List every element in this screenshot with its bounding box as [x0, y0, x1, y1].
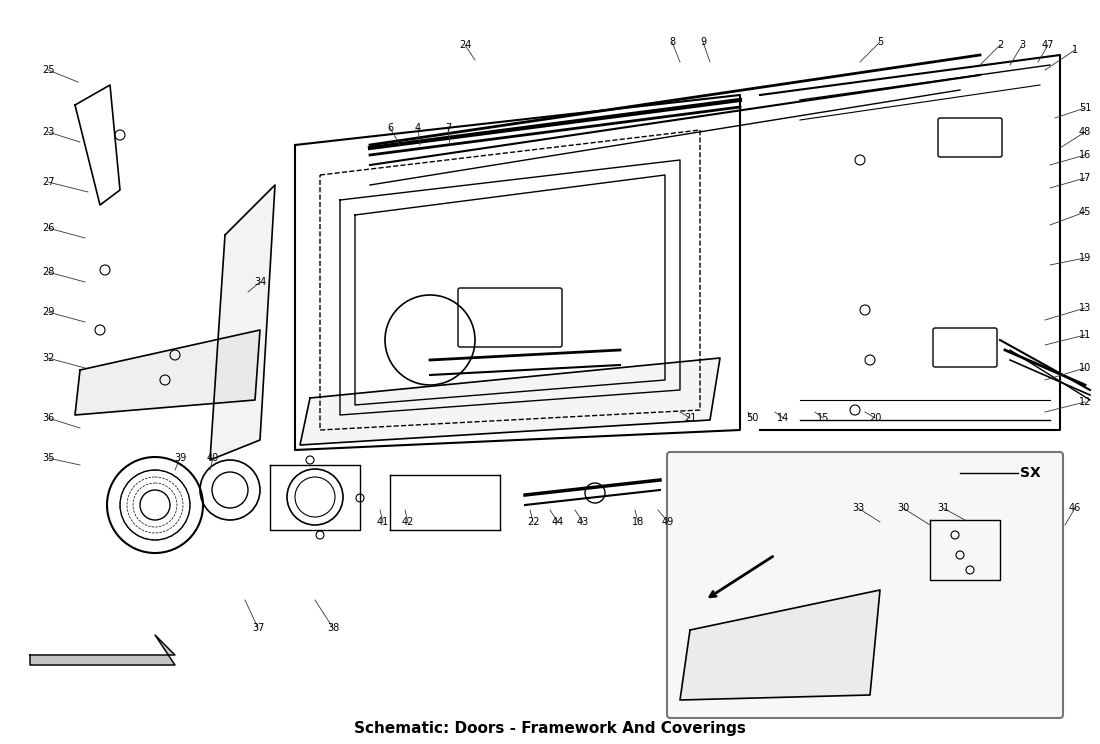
Text: 21: 21 [684, 413, 696, 423]
Text: 17: 17 [1079, 173, 1091, 183]
Text: 50: 50 [746, 413, 758, 423]
Text: 44: 44 [552, 517, 564, 527]
Text: 4: 4 [415, 123, 421, 133]
Text: 26: 26 [42, 223, 54, 233]
Text: 41: 41 [377, 517, 389, 527]
Polygon shape [75, 330, 260, 415]
Text: 14: 14 [777, 413, 789, 423]
Text: 37: 37 [252, 623, 264, 633]
Text: 30: 30 [896, 503, 909, 513]
Text: 11: 11 [1079, 330, 1091, 340]
Text: 31: 31 [937, 503, 949, 513]
Text: 18: 18 [631, 517, 645, 527]
FancyBboxPatch shape [667, 452, 1063, 718]
Text: 34: 34 [254, 277, 266, 287]
Text: 5: 5 [877, 37, 883, 47]
Text: 25: 25 [42, 65, 54, 75]
Text: 23: 23 [42, 127, 54, 137]
Text: 33: 33 [851, 503, 865, 513]
Text: 42: 42 [402, 517, 415, 527]
Text: 1: 1 [1071, 45, 1078, 55]
Text: 2: 2 [997, 40, 1003, 50]
Text: 48: 48 [1079, 127, 1091, 137]
Text: 35: 35 [42, 453, 54, 463]
Text: 39: 39 [174, 453, 186, 463]
Polygon shape [30, 635, 175, 665]
Text: 7: 7 [444, 123, 451, 133]
Text: 8: 8 [669, 37, 675, 47]
Text: 16: 16 [1079, 150, 1091, 160]
Text: 38: 38 [327, 623, 339, 633]
Text: 47: 47 [1042, 40, 1054, 50]
Text: 22: 22 [527, 517, 539, 527]
Text: SX: SX [1020, 466, 1041, 480]
Text: 45: 45 [1079, 207, 1091, 217]
Text: 36: 36 [42, 413, 54, 423]
Text: 20: 20 [869, 413, 881, 423]
Text: 12: 12 [1079, 397, 1091, 407]
Text: 40: 40 [207, 453, 219, 463]
Text: 6: 6 [387, 123, 393, 133]
Text: 46: 46 [1069, 503, 1081, 513]
Text: 3: 3 [1019, 40, 1025, 50]
Text: 51: 51 [1079, 103, 1091, 113]
Text: 19: 19 [1079, 253, 1091, 263]
Text: 28: 28 [42, 267, 54, 277]
Text: 43: 43 [576, 517, 590, 527]
Text: 24: 24 [459, 40, 471, 50]
Polygon shape [680, 590, 880, 700]
Text: 10: 10 [1079, 363, 1091, 373]
Text: Schematic: Doors - Framework And Coverings: Schematic: Doors - Framework And Coverin… [354, 720, 746, 736]
Text: 32: 32 [42, 353, 54, 363]
Text: 15: 15 [817, 413, 829, 423]
Text: 49: 49 [662, 517, 674, 527]
Text: 29: 29 [42, 307, 54, 317]
Polygon shape [210, 185, 275, 460]
Text: 13: 13 [1079, 303, 1091, 313]
Polygon shape [300, 358, 720, 445]
Text: 27: 27 [42, 177, 54, 187]
Text: 9: 9 [700, 37, 706, 47]
